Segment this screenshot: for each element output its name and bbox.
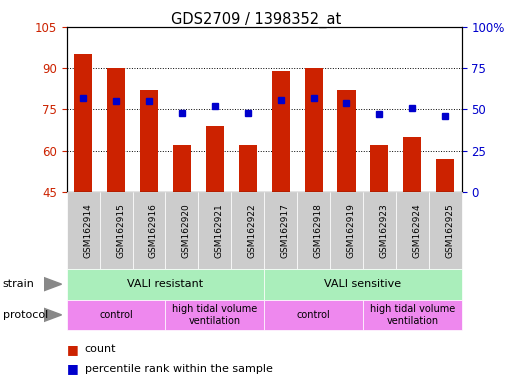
Bar: [173, 145, 191, 192]
Text: GSM162924: GSM162924: [412, 203, 421, 258]
Bar: [271, 71, 290, 192]
Text: VALI sensitive: VALI sensitive: [324, 279, 402, 289]
Text: control: control: [99, 310, 133, 320]
Bar: [140, 90, 158, 192]
Text: VALI resistant: VALI resistant: [127, 279, 204, 289]
Bar: [74, 55, 92, 192]
Text: strain: strain: [3, 279, 34, 289]
Bar: [239, 145, 257, 192]
Text: GSM162914: GSM162914: [83, 203, 92, 258]
Polygon shape: [44, 308, 62, 322]
Text: GSM162918: GSM162918: [313, 203, 323, 258]
Text: percentile rank within the sample: percentile rank within the sample: [85, 364, 272, 374]
Text: GSM162919: GSM162919: [346, 203, 356, 258]
Text: GSM162917: GSM162917: [281, 203, 290, 258]
Text: GSM162922: GSM162922: [248, 203, 256, 258]
Bar: [107, 68, 125, 192]
Bar: [370, 145, 388, 192]
Text: GSM162920: GSM162920: [182, 203, 191, 258]
Text: ■: ■: [67, 362, 83, 375]
Text: GSM162925: GSM162925: [445, 203, 454, 258]
Text: GSM162921: GSM162921: [215, 203, 224, 258]
Bar: [436, 159, 455, 192]
Text: count: count: [85, 344, 116, 354]
Text: GDS2709 / 1398352_at: GDS2709 / 1398352_at: [171, 12, 342, 28]
Polygon shape: [44, 277, 62, 291]
Text: high tidal volume
ventilation: high tidal volume ventilation: [370, 304, 455, 326]
Text: control: control: [297, 310, 330, 320]
Bar: [338, 90, 356, 192]
Text: GSM162923: GSM162923: [380, 203, 388, 258]
Text: ■: ■: [67, 343, 83, 356]
Bar: [305, 68, 323, 192]
Text: high tidal volume
ventilation: high tidal volume ventilation: [172, 304, 258, 326]
Text: GSM162916: GSM162916: [149, 203, 158, 258]
Text: GSM162915: GSM162915: [116, 203, 125, 258]
Text: protocol: protocol: [3, 310, 48, 320]
Bar: [206, 126, 224, 192]
Bar: [403, 137, 421, 192]
